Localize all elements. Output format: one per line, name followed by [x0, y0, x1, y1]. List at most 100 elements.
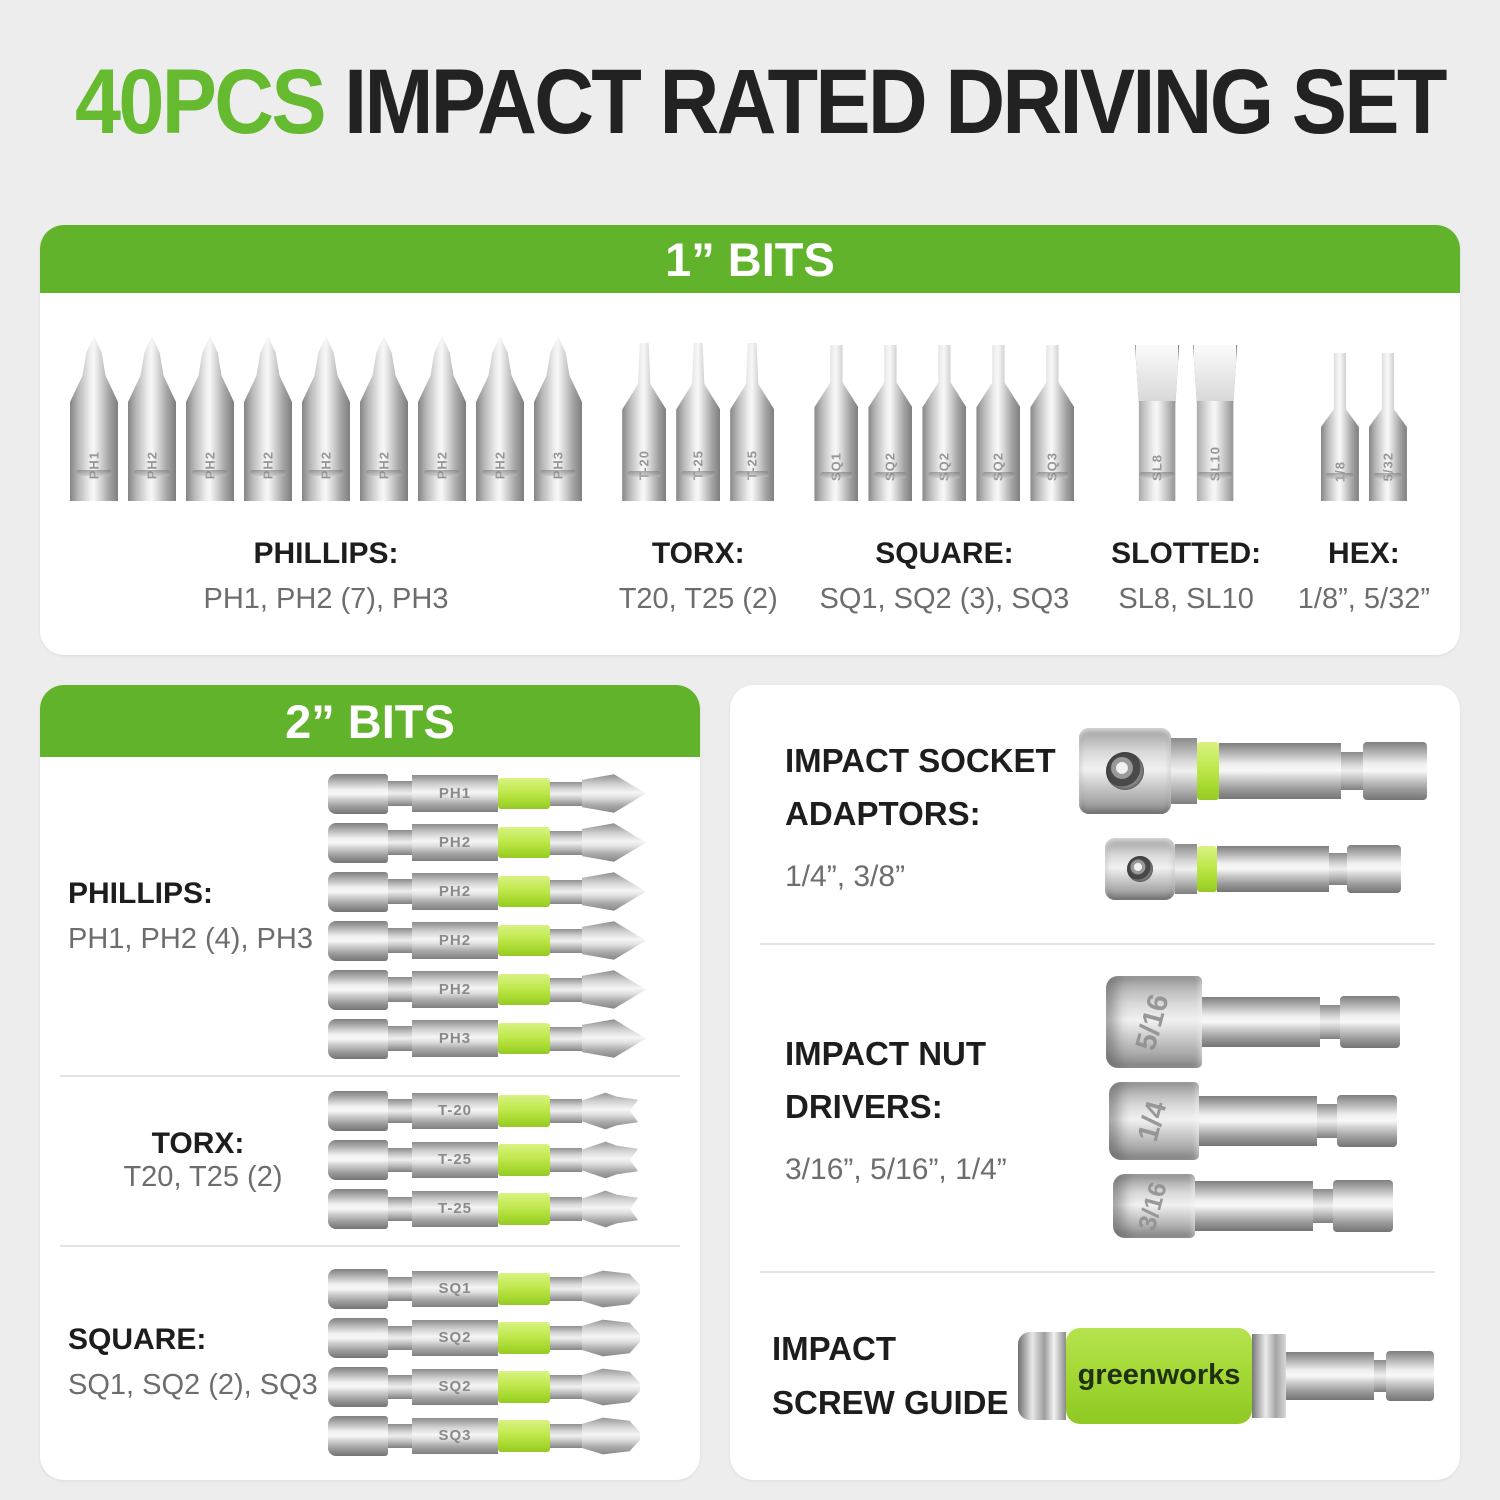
bit-tip [582, 774, 646, 813]
section-detail: 3/16”, 5/16”, 1/4” [785, 1153, 1007, 1187]
bit-hex-end [328, 1367, 388, 1407]
bit-engraving: PH1 [438, 784, 472, 802]
bit-hex-end [328, 920, 388, 961]
bit-engraving: SQ1 [828, 451, 844, 481]
adaptor-hex-end [1362, 742, 1427, 800]
nut-driver-shank [1194, 1181, 1313, 1231]
size-engraving: 1/4 [1132, 1097, 1174, 1145]
bit-shaft [550, 1099, 582, 1123]
bit-1in-phillips: PH2 [302, 336, 350, 501]
guide-neck [1374, 1359, 1386, 1392]
nut-driver-neck [1316, 1104, 1337, 1138]
bit-engraving: SQ2 [990, 451, 1006, 481]
nut-driver-socket: 5/16 [1105, 976, 1202, 1068]
bit-group-hex: 1/8 5/32 HEX: 1/8”, 5/32” [1298, 331, 1430, 616]
bit-1in-hex: 5/32 [1368, 353, 1407, 501]
bit-1in-square: SQ1 [814, 345, 859, 501]
bit-hex-end [328, 1189, 388, 1229]
bits-2in-square: SQ1 SQ2 SQ2 SQ3 [328, 1269, 640, 1456]
bit-neck [388, 1374, 412, 1400]
screw-guide-graphics: greenworks [1017, 1327, 1435, 1424]
bit-tip [582, 1417, 640, 1455]
bit-color-band [498, 1322, 550, 1354]
bit-1in-phillips: PH2 [244, 336, 292, 501]
bit-neck [388, 830, 412, 855]
section-title: SCREW GUIDE [772, 1383, 1009, 1421]
bit-engraving: PH2 [202, 451, 218, 480]
page-title: 40PCS IMPACT RATED DRIVING SET [75, 51, 1447, 153]
bit-shaft [550, 781, 582, 806]
bit-hex-end [328, 1318, 388, 1358]
slotted-face [1193, 345, 1237, 402]
bit-shank: SQ2 [412, 1368, 498, 1406]
nut-driver-neck [1319, 1005, 1340, 1039]
bit-engraving: PH2 [260, 451, 276, 480]
section-2in-phillips: PHILLIPS: PH1, PH2 (4), PH3 PH1 PH2 PH2 PH2… [40, 757, 700, 1075]
bit-engraving: SQ3 [438, 1427, 472, 1445]
bit-color-band [498, 1144, 550, 1176]
bit-engraving: 1/8 [1332, 460, 1348, 482]
bit-1in-hex: 1/8 [1320, 353, 1359, 501]
bit-shaft [550, 977, 582, 1002]
adaptor-hex-shank [1216, 846, 1329, 892]
group-label: TORX: [151, 1126, 245, 1160]
section-title: DRIVERS: [785, 1088, 943, 1125]
bit-shank: PH3 [412, 1020, 498, 1057]
bit-2in-ph: PH2 [328, 871, 646, 912]
bits-1in-line: 1/8 5/32 [1320, 331, 1407, 501]
bit-group-phillips: PH1 PH2 PH2 PH2 PH2 PH2 PH2 PH2 PH3 PHILLIPS: PH1,… [70, 331, 582, 616]
group-label: TORX: [651, 537, 745, 570]
bit-engraving: PH2 [318, 451, 334, 480]
bit-shaft [550, 1424, 582, 1448]
bit-1in-phillips: PH2 [360, 336, 408, 501]
nut-drivers-label: IMPACT NUT DRIVERS: 3/16”, 5/16”, 1/4” [785, 1027, 1070, 1188]
bit-shaft [550, 928, 582, 953]
adaptor-collar [1170, 738, 1197, 804]
bit-2in-ph: PH3 [328, 1018, 646, 1059]
bit-hex-end [328, 871, 388, 912]
bit-shank: T-20 [412, 1092, 498, 1130]
bit-hex-end [328, 822, 388, 863]
group-detail: T20, T25 (2) [123, 1160, 283, 1193]
bit-1in-torx: T-25 [676, 343, 721, 501]
bit-group-torx: T-20 T-25 T-25 TORX: T20, T25 (2) [619, 331, 778, 616]
adaptor-color-band [1196, 742, 1219, 800]
bit-2in-tx: T-25 [328, 1189, 638, 1229]
bit-shank: SQ3 [412, 1417, 498, 1455]
bit-hex-end [328, 969, 388, 1010]
group-label: PHILLIPS: [68, 876, 214, 910]
bit-1in-square: SQ2 [976, 345, 1021, 501]
bit-shank: SQ1 [412, 1270, 498, 1308]
panel-1in-header-label: 1” BITS [665, 232, 835, 286]
bit-shaft [550, 1375, 582, 1399]
bit-neck [388, 1325, 412, 1351]
bit-engraving: PH2 [434, 451, 450, 480]
section-socket-adaptors: IMPACT SOCKET ADAPTORS: 1/4”, 3/8” [730, 685, 1460, 943]
bit-engraving: PH3 [550, 451, 566, 480]
bit-tip [582, 1319, 640, 1357]
bits-1in-groups: PH1 PH2 PH2 PH2 PH2 PH2 PH2 PH2 PH3 PHILLIPS: PH1,… [40, 293, 1460, 616]
socket-adaptors-label: IMPACT SOCKET ADAPTORS: 1/4”, 3/8” [785, 734, 1070, 895]
nut-driver-socket: 3/16 [1112, 1174, 1195, 1238]
bit-1in-phillips: PH2 [418, 336, 466, 501]
adaptor-neck [1340, 752, 1363, 790]
torx-2in-label: TORX: T20, T25 (2) [68, 1127, 328, 1194]
nut-driver-hex-end [1336, 1095, 1397, 1147]
group-detail: T20, T25 (2) [618, 583, 778, 615]
bit-shank: PH2 [412, 922, 498, 959]
bit-2in-ph: PH1 [328, 773, 646, 814]
bit-shank: PH1 [412, 775, 498, 812]
bits-1in-line: PH1 PH2 PH2 PH2 PH2 PH2 PH2 PH2 PH3 [70, 331, 582, 501]
bit-2in-tx: T-20 [328, 1091, 638, 1131]
guide-sleeve: greenworks [1066, 1327, 1252, 1424]
adaptor-color-band [1196, 846, 1217, 892]
panel-2in-bits: 2” BITS PHILLIPS: PH1, PH2 (4), PH3 PH1 P… [40, 685, 700, 1480]
bit-engraving: SL8 [1149, 453, 1165, 481]
adaptor-hex-end [1346, 845, 1401, 893]
bit-tip [582, 872, 646, 911]
bit-engraving: T-20 [636, 450, 652, 481]
bit-shaft [550, 1277, 582, 1301]
bit-neck [388, 1147, 412, 1173]
bit-engraving: 5/32 [1380, 452, 1396, 482]
